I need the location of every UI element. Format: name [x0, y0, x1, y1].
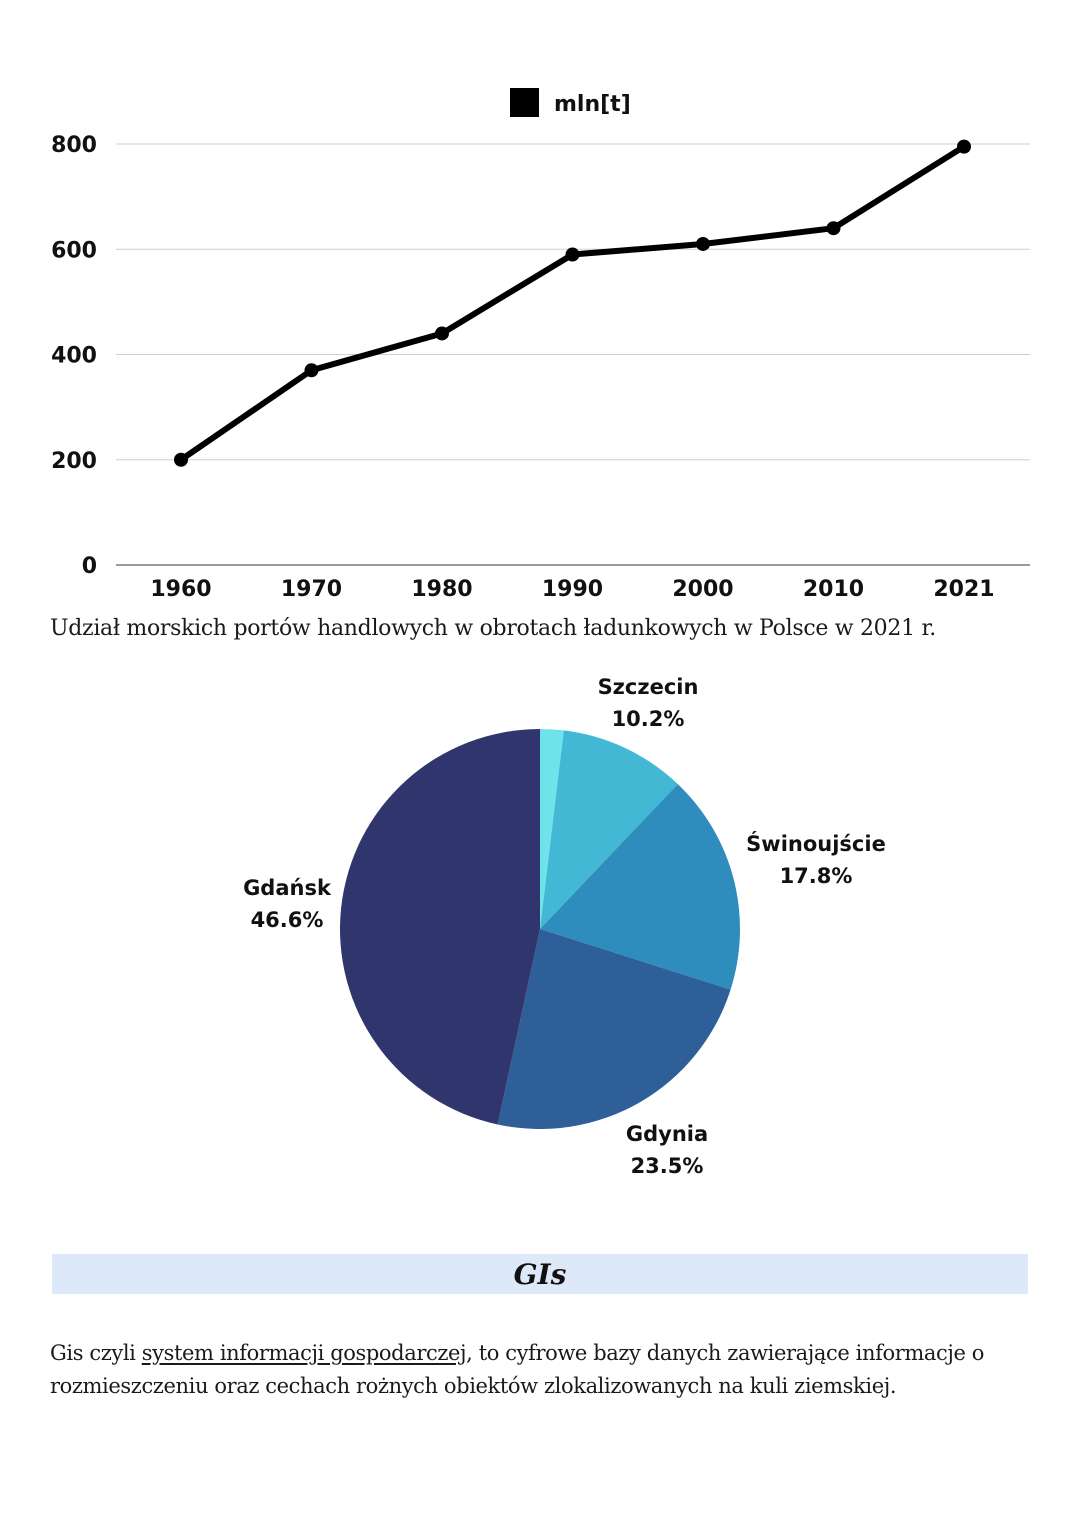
- x-tick-label: 1990: [542, 577, 603, 602]
- y-tick-label: 600: [51, 238, 97, 263]
- x-tick-label: 2000: [672, 577, 733, 602]
- series-line: [178, 143, 967, 463]
- gis-heading: GIs: [513, 1257, 567, 1291]
- gis-text-end: , to cyfrowe bazy danych zawierające inf…: [50, 1341, 984, 1398]
- data-point: [826, 221, 841, 236]
- pie-slice-value: 17.8%: [780, 864, 853, 888]
- x-tick-label: 1970: [281, 577, 342, 602]
- pie-slice: [540, 784, 740, 990]
- pie-slice-value: 23.5%: [631, 1154, 704, 1178]
- legend-label: mln[t]: [554, 92, 631, 117]
- x-axis-ticks: 1960 1970 1980 1990 2000 2010 2021: [150, 577, 994, 602]
- chart-gridlines: [116, 143, 1030, 566]
- pie-chart: Szczecin 10.2% Świnoujście 17.8% Gdynia 23.5%…: [243, 675, 886, 1178]
- pie-slice-label: Gdańsk: [243, 876, 332, 900]
- pie-labels: Szczecin 10.2% Świnoujście 17.8% Gdynia 23.5%…: [243, 675, 886, 1178]
- x-tick-label: 1960: [150, 577, 211, 602]
- data-point: [435, 326, 449, 341]
- data-point: [304, 363, 319, 378]
- line-chart: mln[t] 0 200 400 600 800 1960 1970 1980 1990 200…: [51, 88, 1030, 602]
- pie-slice-value: 46.6%: [251, 908, 324, 932]
- pie-slice-label: Gdynia: [626, 1122, 708, 1146]
- pie-slice: [540, 729, 564, 929]
- y-axis-ticks: 0 200 400 600 800: [51, 133, 97, 579]
- x-tick-label: 2021: [933, 577, 994, 602]
- gis-definition: Gis czyli system informacji gospodarczej…: [50, 1337, 1035, 1403]
- gis-term-link[interactable]: system informacji gospodarczej: [141, 1341, 467, 1365]
- pie-slice-label: Świnoujście: [746, 831, 886, 856]
- y-tick-label: 800: [51, 133, 97, 158]
- pie-slice-value: 10.2%: [612, 707, 685, 731]
- pie-slice-label: Szczecin: [598, 675, 699, 699]
- x-tick-label: 2010: [803, 577, 864, 602]
- data-point: [957, 139, 971, 154]
- legend-swatch: [510, 88, 539, 117]
- x-tick-label: 1980: [411, 577, 472, 602]
- gis-heading-band: GIs: [52, 1254, 1028, 1294]
- pie-slices: [340, 729, 740, 1129]
- pie-slice: [540, 730, 678, 929]
- pie-slice: [497, 929, 731, 1129]
- chart-series: [174, 139, 971, 467]
- pie-chart-caption: Udział morskich portów handlowych w obro…: [50, 616, 936, 641]
- data-point: [174, 452, 188, 467]
- y-tick-label: 400: [51, 344, 97, 369]
- data-point: [696, 236, 710, 251]
- pie-slice: [340, 729, 540, 1125]
- gis-text-start: Gis czyli: [50, 1341, 142, 1365]
- y-tick-label: 0: [82, 554, 97, 579]
- data-point: [565, 247, 580, 262]
- chart-legend: mln[t]: [510, 88, 631, 117]
- y-tick-label: 200: [51, 449, 97, 474]
